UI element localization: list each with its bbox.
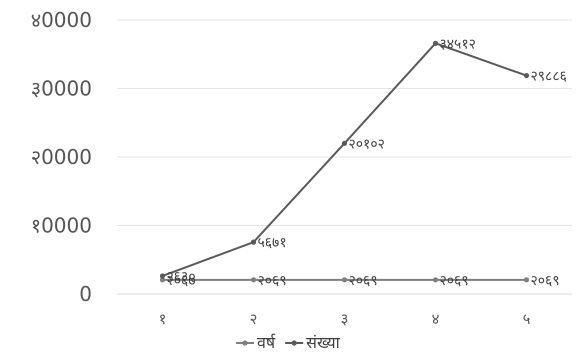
data-label: २०६९ bbox=[531, 273, 560, 289]
legend-marker bbox=[242, 340, 248, 346]
legend-marker bbox=[291, 340, 297, 346]
y-tick-label: 0 bbox=[79, 282, 92, 306]
x-tick-label: ५ bbox=[523, 310, 531, 328]
legend-label: संख्या bbox=[306, 333, 340, 352]
data-point bbox=[159, 277, 166, 283]
data-point bbox=[250, 239, 257, 245]
data-label: ५६७१ bbox=[258, 235, 287, 251]
data-point bbox=[250, 277, 257, 283]
data-labels: २०६७ २०६९ २०६९ २०६९ २०६९ २६३० ५६७१ २०१०२ ३४५१२ २९… bbox=[167, 36, 567, 288]
x-tick-label: ३ bbox=[341, 310, 349, 328]
data-point bbox=[341, 277, 348, 283]
data-label: ३४५१२ bbox=[440, 36, 476, 52]
x-tick-label: ४ bbox=[432, 310, 440, 328]
data-label: २०६९ bbox=[440, 273, 469, 289]
x-axis-ticks: १ २ ३ ४ ५ bbox=[159, 310, 531, 328]
data-label: २०६९ bbox=[349, 273, 378, 289]
data-point bbox=[432, 40, 439, 46]
y-tick-label: १0000 bbox=[31, 214, 92, 238]
grid-layer bbox=[117, 19, 572, 295]
y-tick-label: २0000 bbox=[31, 145, 92, 169]
data-point bbox=[523, 277, 530, 283]
y-tick-label: ३0000 bbox=[31, 77, 92, 101]
data-label: २०६७ bbox=[167, 273, 196, 289]
data-label: २०६९ bbox=[258, 273, 287, 289]
series-line-2 bbox=[162, 42, 527, 277]
data-label: २०१०२ bbox=[349, 136, 385, 152]
data-point bbox=[432, 277, 439, 283]
data-point bbox=[523, 72, 530, 79]
y-tick-label: ४0000 bbox=[31, 8, 92, 32]
data-point bbox=[341, 140, 348, 146]
data-label: २६३० bbox=[167, 269, 196, 285]
series-layer bbox=[159, 40, 530, 283]
data-label: २९८८६ bbox=[531, 69, 567, 85]
legend: वर्ष संख्या bbox=[236, 333, 341, 352]
x-tick-label: २ bbox=[250, 310, 258, 328]
legend-label: वर्ष bbox=[257, 333, 276, 352]
y-axis-ticks: 0 १0000 २0000 ३0000 ४0000 bbox=[31, 8, 92, 306]
data-point bbox=[159, 273, 166, 279]
x-tick-label: १ bbox=[159, 310, 167, 328]
